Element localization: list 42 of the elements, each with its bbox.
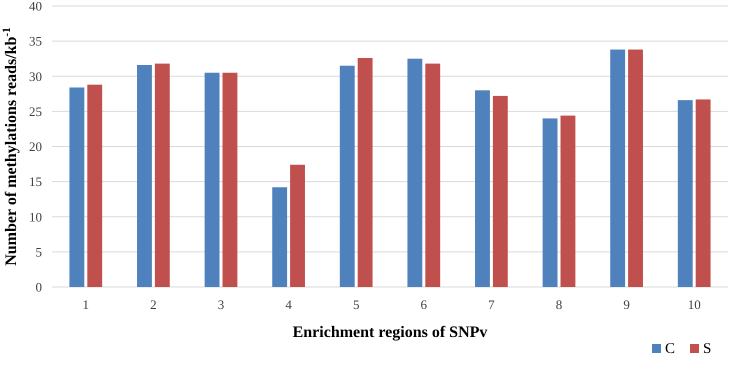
y-tick-label: 25	[29, 104, 42, 119]
y-tick-label: 40	[29, 0, 42, 14]
bar	[628, 50, 643, 287]
bar	[340, 66, 355, 287]
bar	[204, 72, 220, 287]
bar	[696, 99, 711, 287]
bar	[290, 164, 305, 287]
x-tick-label: 5	[352, 297, 360, 312]
y-tick-label: 5	[36, 244, 42, 260]
bar	[560, 116, 576, 287]
bar	[475, 90, 490, 287]
bar	[610, 50, 626, 287]
x-tick-label: 3	[218, 297, 224, 312]
x-tick-label: 9	[623, 297, 630, 312]
x-tick-label: 2	[150, 297, 157, 312]
y-tick-label: 15	[29, 174, 42, 190]
bar	[272, 187, 288, 287]
y-tick-label: 35	[29, 34, 42, 49]
legend-label: S	[703, 341, 712, 357]
bar	[137, 65, 152, 287]
legend-label: C	[665, 341, 676, 357]
bar	[407, 58, 422, 287]
x-tick-label: 7	[488, 297, 496, 312]
x-axis-title: Enrichment regions of SNPv	[292, 324, 488, 341]
y-tick-label: 0	[36, 280, 42, 295]
y-tick-label: 30	[29, 68, 42, 84]
y-tick-label: 10	[29, 209, 42, 224]
bar	[222, 72, 238, 287]
bar	[425, 64, 440, 287]
bar	[358, 58, 373, 287]
bar	[154, 64, 170, 287]
x-tick-label: 10	[688, 297, 701, 312]
bar	[69, 87, 84, 287]
x-tick-label: 1	[82, 297, 90, 312]
x-tick-label: 8	[556, 297, 562, 312]
bar	[678, 100, 693, 287]
x-tick-label: 6	[420, 297, 428, 312]
x-tick-label: 4	[285, 297, 292, 312]
y-tick-label: 20	[29, 139, 42, 154]
bar	[542, 118, 558, 287]
bar	[492, 96, 508, 287]
bar	[87, 84, 102, 287]
